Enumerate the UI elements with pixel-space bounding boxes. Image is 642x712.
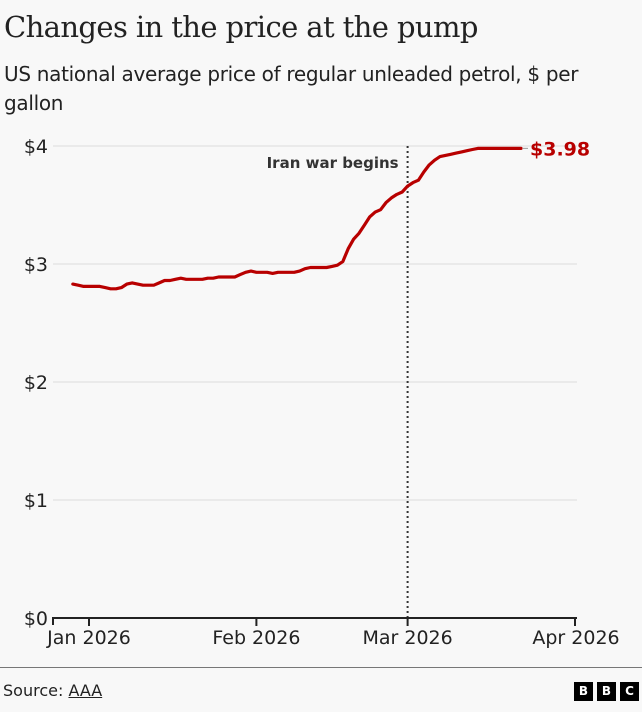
x-tick-label: Feb 2026 xyxy=(212,627,300,649)
y-axis-ticks: $0 $1 $2 $3 $4 xyxy=(24,136,48,630)
y-tick-label: $2 xyxy=(24,372,48,394)
annotation: Iran war begins xyxy=(267,146,409,618)
gridlines xyxy=(53,145,577,501)
iran-war-label: Iran war begins xyxy=(267,154,399,172)
y-tick-label: $4 xyxy=(24,136,48,158)
bbc-logo-block-2: B xyxy=(597,682,616,701)
line-chart: $0 $1 $2 $3 $4 Iran war begins $3.98 Jan 202… xyxy=(24,136,620,649)
footer-divider xyxy=(0,667,642,668)
y-tick-label: $1 xyxy=(24,490,48,512)
end-value-label: $3.98 xyxy=(530,138,590,160)
x-tick-label: Jan 2026 xyxy=(46,627,131,649)
chart-subtitle: US national average price of regular unl… xyxy=(4,62,579,115)
x-axis: Jan 2026 Feb 2026 Mar 2026 Apr 2026 xyxy=(46,617,620,649)
bbc-logo-block-1: B xyxy=(574,682,593,701)
series: $3.98 xyxy=(71,138,590,291)
y-tick-label: $0 xyxy=(24,608,48,630)
source-note: Source: AAA xyxy=(3,681,102,700)
bbc-logo: B B C xyxy=(574,682,639,701)
source-link[interactable]: AAA xyxy=(68,681,103,700)
y-tick-label: $3 xyxy=(24,254,48,276)
bbc-logo-block-3: C xyxy=(620,682,639,701)
x-tick-label: Apr 2026 xyxy=(532,627,619,649)
x-tick-label: Mar 2026 xyxy=(362,627,452,649)
source-label: Source: xyxy=(3,681,69,700)
price-line xyxy=(71,146,523,291)
chart-title: Changes in the price at the pump xyxy=(4,10,478,44)
